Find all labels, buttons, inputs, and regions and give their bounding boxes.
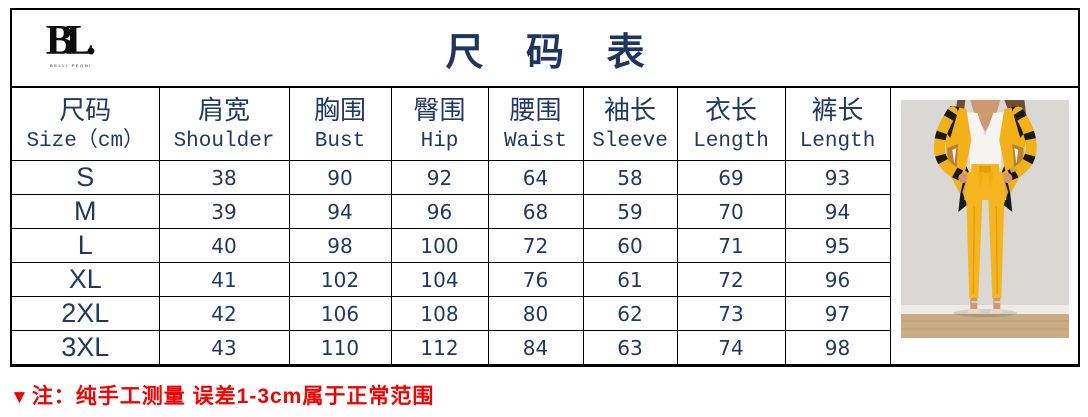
- size-cell: S: [10, 160, 160, 195]
- value-cell: 94: [288, 194, 392, 229]
- header-row: 尺码 Size（cm） 肩宽 Shoulder 胸围 Bust 臀围 Hip 腰…: [10, 86, 1080, 366]
- col-header-size: 尺码 Size（cm）: [10, 86, 160, 161]
- col-header-garment-length-en: Length: [693, 130, 769, 154]
- title-row: BL. BELLI PEONI 尺 码 表: [10, 8, 1080, 88]
- value-cell: 39: [158, 194, 290, 229]
- size-row-3xl: 3XL 43 110 112 84 63 74 98: [10, 330, 1079, 366]
- value-cell: 71: [676, 228, 786, 263]
- col-header-sleeve-en: Sleeve: [592, 130, 668, 154]
- measurement-note: ▼注：纯手工测量 误差1-3cm属于正常范围: [10, 380, 434, 410]
- value-cell: 94: [784, 194, 891, 229]
- value-cell: 93: [784, 160, 891, 195]
- col-header-shoulder-zh: 肩宽: [197, 94, 250, 125]
- value-cell: 104: [390, 262, 489, 297]
- col-header-garment-length-zh: 衣长: [704, 94, 757, 125]
- value-cell: 40: [158, 228, 290, 263]
- value-cell: 90: [288, 160, 392, 195]
- value-cell: 112: [390, 330, 489, 366]
- value-cell: 58: [582, 160, 678, 195]
- value-cell: 97: [784, 296, 891, 331]
- value-cell: 64: [487, 160, 584, 195]
- value-cell: 80: [487, 296, 584, 331]
- col-header-bust: 胸围 Bust: [288, 86, 392, 161]
- value-cell: 41: [158, 262, 290, 297]
- col-header-bust-zh: 胸围: [313, 94, 366, 125]
- value-cell: 98: [784, 330, 891, 366]
- value-cell: 68: [487, 194, 584, 229]
- col-header-size-zh: 尺码: [59, 94, 112, 125]
- value-cell: 72: [487, 228, 584, 263]
- col-header-shoulder-en: Shoulder: [173, 130, 275, 154]
- size-cell: L: [10, 228, 160, 263]
- brand-logo-subtext: BELLI PEONI: [49, 63, 93, 68]
- size-chart-table: BL. BELLI PEONI 尺 码 表 尺码 Size（cm） 肩宽 Sho…: [10, 8, 1081, 367]
- value-cell: 69: [676, 160, 786, 195]
- brand-logo: BL. BELLI PEONI: [32, 20, 110, 68]
- size-cell: M: [10, 194, 160, 229]
- value-cell: 63: [582, 330, 678, 366]
- value-cell: 73: [676, 296, 786, 331]
- col-header-hip-zh: 臀围: [413, 94, 466, 125]
- value-cell: 72: [676, 262, 786, 297]
- value-cell: 95: [784, 228, 891, 263]
- value-cell: 106: [288, 296, 392, 331]
- value-cell: 100: [390, 228, 489, 263]
- value-cell: 96: [784, 262, 891, 297]
- col-header-waist-zh: 腰围: [509, 94, 562, 125]
- value-cell: 96: [390, 194, 489, 229]
- product-photo: [900, 100, 1070, 338]
- col-header-shoulder: 肩宽 Shoulder: [158, 86, 290, 161]
- note-text: 注：纯手工测量 误差1-3cm属于正常范围: [31, 385, 435, 408]
- size-row-m: M 39 94 96 68 59 70 94: [10, 194, 1079, 229]
- value-cell: 38: [158, 160, 290, 195]
- col-header-bust-en: Bust: [314, 130, 366, 154]
- value-cell: 102: [288, 262, 392, 297]
- col-header-sleeve-zh: 袖长: [603, 94, 656, 125]
- value-cell: 110: [288, 330, 392, 366]
- value-cell: 74: [676, 330, 786, 366]
- value-cell: 59: [582, 194, 678, 229]
- col-header-sleeve: 袖长 Sleeve: [582, 86, 678, 161]
- product-photo-cell: [889, 86, 1080, 366]
- col-header-pants-length: 裤长 Length: [784, 86, 891, 161]
- col-header-waist: 腰围 Waist: [487, 86, 584, 161]
- value-cell: 98: [288, 228, 392, 263]
- value-cell: 70: [676, 194, 786, 229]
- note-triangle-icon: ▼: [10, 387, 30, 408]
- product-photo-illustration: [900, 100, 1070, 338]
- col-header-hip-en: Hip: [420, 130, 459, 154]
- value-cell: 60: [582, 228, 678, 263]
- page-title: 尺 码 表: [445, 31, 661, 74]
- col-header-pants-length-en: Length: [799, 130, 876, 154]
- title-band: BL. BELLI PEONI 尺 码 表: [10, 8, 1080, 88]
- col-header-waist-en: Waist: [503, 130, 567, 154]
- value-cell: 43: [158, 330, 290, 366]
- brand-logo-text: BL.: [45, 18, 97, 64]
- col-header-hip: 臀围 Hip: [390, 86, 489, 161]
- size-row-2xl: 2XL 42 106 108 80 62 73 97: [10, 296, 1079, 331]
- col-header-size-en: Size（cm）: [26, 130, 145, 154]
- size-row-s: S 38 90 92 64 58 69 93: [10, 160, 1079, 195]
- col-header-pants-length-zh: 裤长: [811, 94, 864, 125]
- col-header-garment-length: 衣长 Length: [676, 86, 786, 161]
- value-cell: 84: [487, 330, 584, 366]
- size-cell: 2XL: [10, 296, 160, 331]
- value-cell: 42: [158, 296, 290, 331]
- value-cell: 62: [582, 296, 678, 331]
- value-cell: 92: [390, 160, 489, 195]
- value-cell: 76: [487, 262, 584, 297]
- value-cell: 61: [582, 262, 678, 297]
- size-cell: XL: [10, 262, 160, 297]
- size-cell: 3XL: [10, 330, 160, 366]
- value-cell: 108: [390, 296, 489, 331]
